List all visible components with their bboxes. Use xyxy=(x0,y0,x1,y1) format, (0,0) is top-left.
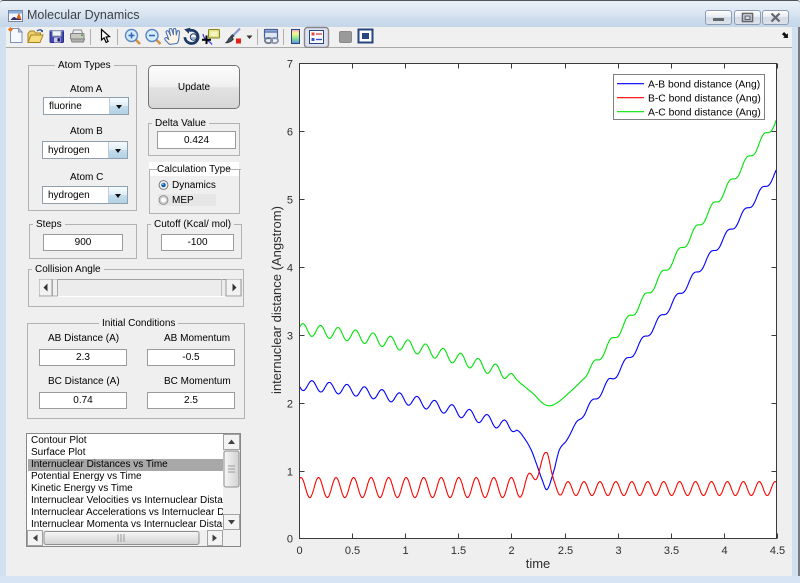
svg-text:A-B bond distance (Ang): A-B bond distance (Ang) xyxy=(648,80,760,91)
svg-text:1.5: 1.5 xyxy=(451,545,466,557)
svg-text:5: 5 xyxy=(287,195,293,207)
svg-text:1: 1 xyxy=(402,545,408,557)
svg-text:4: 4 xyxy=(287,263,293,275)
svg-text:1: 1 xyxy=(287,467,293,479)
svg-text:4.5: 4.5 xyxy=(770,545,785,557)
svg-text:0: 0 xyxy=(287,534,293,546)
svg-text:internuclear distance (Angstro: internuclear distance (Angstrom) xyxy=(269,206,284,394)
svg-text:4: 4 xyxy=(721,545,727,557)
svg-text:6: 6 xyxy=(287,127,293,139)
svg-text:2: 2 xyxy=(287,399,293,411)
svg-text:A-C bond distance (Ang): A-C bond distance (Ang) xyxy=(648,108,761,119)
svg-text:2.5: 2.5 xyxy=(558,545,573,557)
svg-text:3: 3 xyxy=(615,545,621,557)
svg-text:0: 0 xyxy=(296,545,302,557)
svg-text:0.5: 0.5 xyxy=(345,545,360,557)
svg-text:time: time xyxy=(526,556,551,571)
svg-text:3.5: 3.5 xyxy=(664,545,679,557)
svg-text:7: 7 xyxy=(287,59,293,71)
svg-text:3: 3 xyxy=(287,331,293,343)
svg-text:B-C bond distance (Ang): B-C bond distance (Ang) xyxy=(648,94,761,105)
svg-text:2: 2 xyxy=(508,545,514,557)
